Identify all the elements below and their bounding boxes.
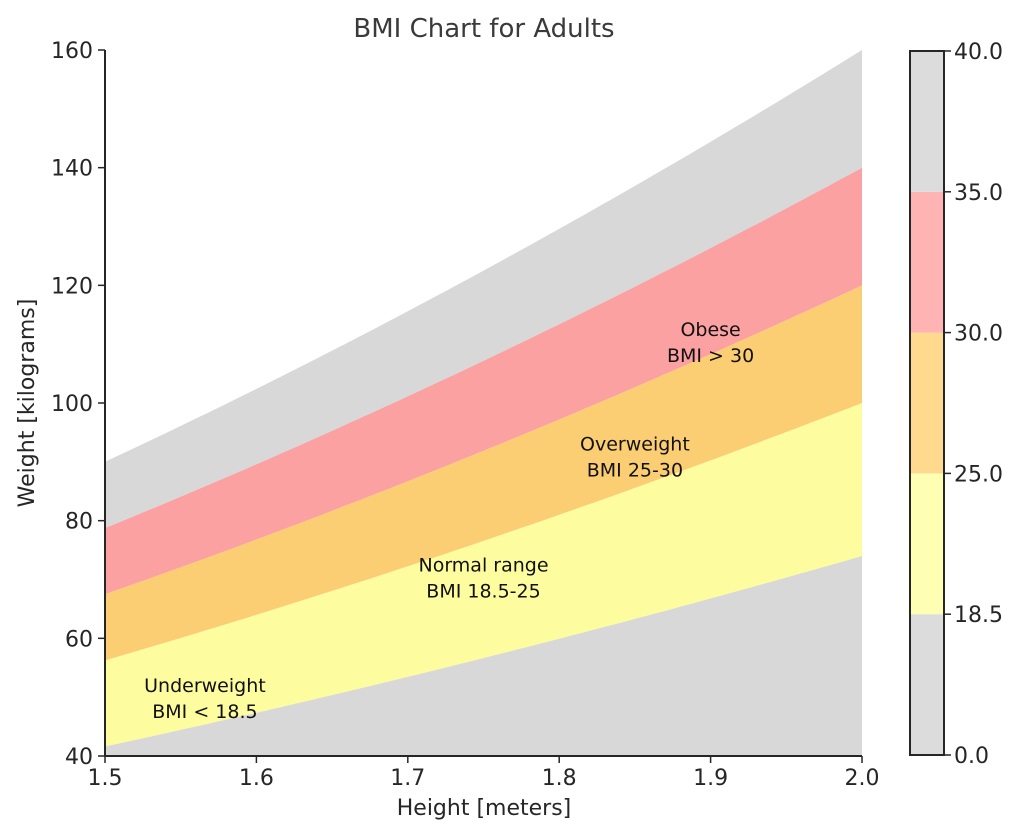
chart-title: BMI Chart for Adults xyxy=(353,14,614,44)
colorbar-segment xyxy=(910,51,944,192)
x-tick-label: 1.6 xyxy=(239,766,274,791)
colorbar-tick-label: 30.0 xyxy=(954,322,1003,347)
bmi-bands xyxy=(105,50,862,756)
y-tick-label: 120 xyxy=(51,274,93,299)
x-tick-label: 1.9 xyxy=(693,766,728,791)
band-annotations: Underweight BMI < 18.5 Normal range BMI 18.… xyxy=(144,319,754,723)
annotation-bmi: BMI < 18.5 xyxy=(152,701,257,723)
x-ticks: 1.5 1.6 1.7 1.8 1.9 2.0 xyxy=(88,756,880,791)
y-tick-label: 160 xyxy=(51,39,93,64)
annotation-bmi: BMI 25-30 xyxy=(587,460,683,482)
band-underweight xyxy=(105,556,862,756)
y-tick-label: 40 xyxy=(65,745,93,770)
colorbar-frame xyxy=(909,50,945,756)
colorbar-segment xyxy=(910,332,944,474)
colorbar-tick-label: 0.0 xyxy=(954,744,989,769)
annotation-bmi: BMI > 30 xyxy=(667,345,754,367)
colorbar-tick-label: 35.0 xyxy=(954,181,1003,206)
colorbar-segment xyxy=(910,614,944,755)
colorbar-tick-label: 40.0 xyxy=(954,40,1003,65)
colorbar-segment xyxy=(910,473,944,615)
x-tick-label: 1.8 xyxy=(542,766,577,791)
y-tick-label: 60 xyxy=(65,627,93,652)
annotation-title: Underweight xyxy=(144,675,266,697)
x-tick-label: 1.5 xyxy=(88,766,123,791)
annotation-bmi: BMI 18.5-25 xyxy=(426,580,540,602)
colorbar: 0.0 18.5 25.0 30.0 35.0 40.0 xyxy=(909,40,1003,769)
annotation-title: Overweight xyxy=(580,434,690,456)
annotation-title: Normal range xyxy=(418,554,548,576)
colorbar-tick-label: 18.5 xyxy=(954,603,1003,628)
y-ticks: 40 60 80 100 120 140 160 xyxy=(51,39,105,770)
band-obese xyxy=(105,167,862,595)
y-axis-label: Weight [kilograms] xyxy=(15,299,40,508)
y-tick-label: 80 xyxy=(65,510,93,535)
y-tick-label: 140 xyxy=(51,157,93,182)
band-severely-obese xyxy=(105,50,862,528)
y-tick-label: 100 xyxy=(51,392,93,417)
band-normal-range xyxy=(105,403,862,747)
x-tick-label: 2.0 xyxy=(845,766,880,791)
x-tick-label: 1.7 xyxy=(390,766,425,791)
colorbar-tick-label: 25.0 xyxy=(954,462,1003,487)
annotation-title: Obese xyxy=(680,319,740,341)
x-axis-label: Height [meters] xyxy=(397,796,572,821)
band-overweight xyxy=(105,285,862,661)
colorbar-segment xyxy=(910,191,944,333)
